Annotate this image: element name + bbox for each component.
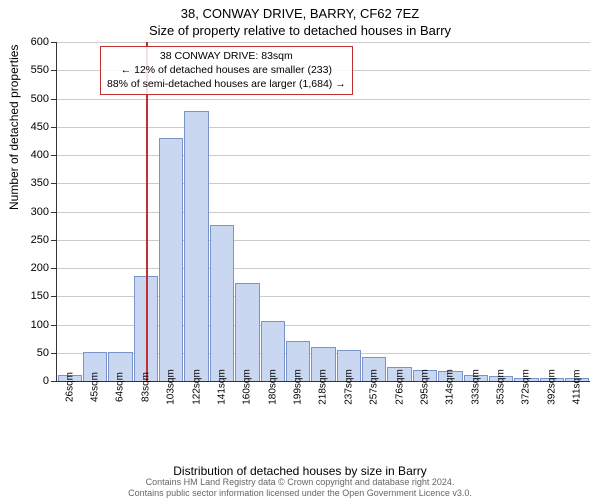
x-tick-label: 372sqm xyxy=(521,369,532,405)
callout-line2: ← 12% of detached houses are smaller (23… xyxy=(107,63,346,77)
y-tick-label: 450 xyxy=(31,121,49,133)
callout-box: 38 CONWAY DRIVE: 83sqm ← 12% of detached… xyxy=(100,46,353,95)
y-tick-label: 550 xyxy=(31,64,49,76)
x-tick-label: 218sqm xyxy=(318,369,329,405)
y-tick-label: 400 xyxy=(31,149,49,161)
callout-line3: 88% of semi-detached houses are larger (… xyxy=(107,77,346,91)
x-tick-label: 353sqm xyxy=(496,369,507,405)
x-tick-label: 45sqm xyxy=(90,372,101,402)
x-tick-label: 64sqm xyxy=(115,372,126,402)
y-tick-label: 600 xyxy=(31,36,49,48)
x-tick-label: 122sqm xyxy=(191,369,202,405)
x-tick-label: 180sqm xyxy=(267,369,278,405)
plot-area: 050100150200250300350400450500550600 38 … xyxy=(56,42,590,382)
y-tick-label: 200 xyxy=(31,262,49,274)
x-tick-label: 314sqm xyxy=(445,369,456,405)
footer-line-1: Contains HM Land Registry data © Crown c… xyxy=(0,477,600,487)
chart-title-sub: Size of property relative to detached ho… xyxy=(0,21,600,42)
y-tick-label: 300 xyxy=(31,206,49,218)
y-tick-label: 150 xyxy=(31,290,49,302)
x-axis-title: Distribution of detached houses by size … xyxy=(0,464,600,478)
bar xyxy=(235,283,259,381)
footer-line-2: Contains public sector information licen… xyxy=(0,488,600,498)
y-tick-label: 500 xyxy=(31,93,49,105)
bar xyxy=(184,111,208,381)
x-tick-label: 276sqm xyxy=(394,369,405,405)
chart-area: 050100150200250300350400450500550600 38 … xyxy=(56,42,590,422)
x-tick-label: 160sqm xyxy=(242,369,253,405)
x-tick-label: 237sqm xyxy=(343,369,354,405)
x-tick-label: 83sqm xyxy=(140,372,151,402)
y-tick-label: 250 xyxy=(31,234,49,246)
x-tick-label: 411sqm xyxy=(572,370,583,405)
y-axis-title: Number of detached properties xyxy=(7,45,21,210)
x-tick-label: 26sqm xyxy=(64,372,75,402)
footer: Contains HM Land Registry data © Crown c… xyxy=(0,477,600,498)
y-tick-label: 50 xyxy=(37,347,49,359)
x-tick-label: 295sqm xyxy=(419,369,430,405)
bar xyxy=(159,138,183,381)
bar xyxy=(210,225,234,382)
callout-line1: 38 CONWAY DRIVE: 83sqm xyxy=(107,49,346,63)
x-tick-label: 103sqm xyxy=(166,369,177,405)
x-tick-label: 333sqm xyxy=(470,369,481,405)
x-tick-label: 392sqm xyxy=(546,369,557,405)
x-tick-label: 199sqm xyxy=(293,369,304,405)
x-tick-label: 257sqm xyxy=(369,369,380,405)
y-tick-label: 100 xyxy=(31,319,49,331)
chart-title-main: 38, CONWAY DRIVE, BARRY, CF62 7EZ xyxy=(0,0,600,21)
y-tick-label: 350 xyxy=(31,177,49,189)
y-tick-label: 0 xyxy=(43,375,49,387)
x-tick-label: 141sqm xyxy=(216,369,227,405)
x-labels: 26sqm45sqm64sqm83sqm103sqm122sqm141sqm16… xyxy=(57,381,590,421)
